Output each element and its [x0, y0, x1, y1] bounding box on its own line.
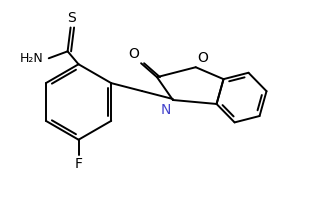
Text: O: O [128, 47, 139, 61]
Text: F: F [75, 157, 82, 171]
Text: O: O [198, 51, 209, 65]
Text: S: S [67, 11, 76, 24]
Text: H₂N: H₂N [20, 52, 44, 65]
Text: N: N [160, 103, 171, 117]
